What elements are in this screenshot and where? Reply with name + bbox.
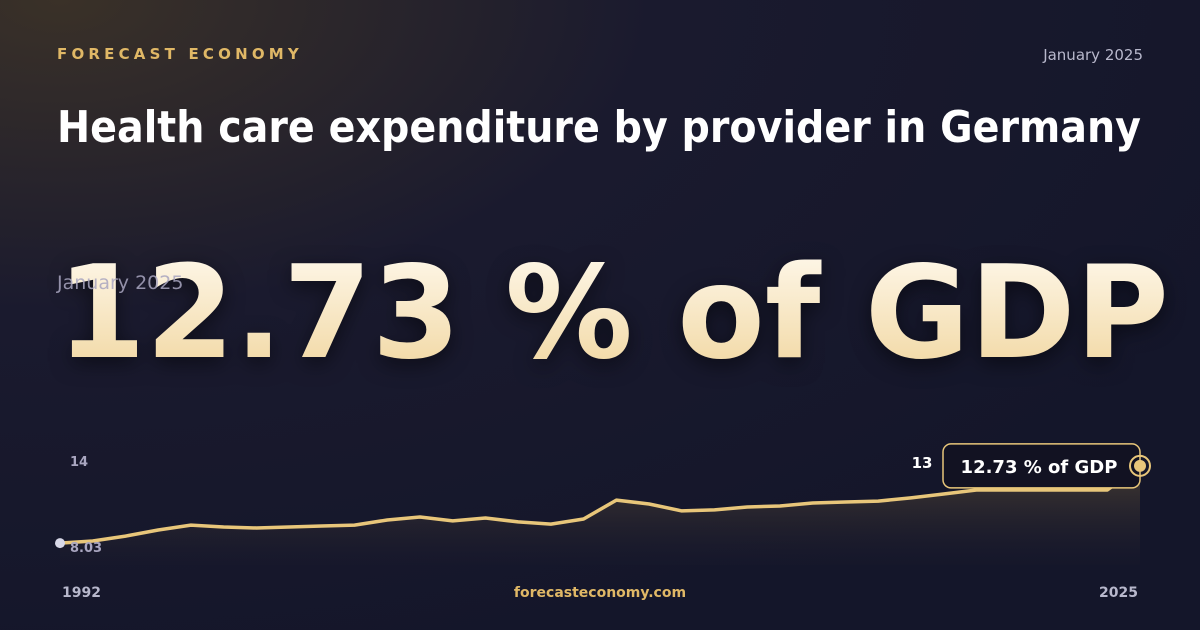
area bbox=[60, 465, 1140, 565]
brand: FORECAST ECONOMY bbox=[57, 45, 303, 63]
end-ring bbox=[1129, 454, 1151, 477]
date: January 2025 bbox=[1042, 46, 1143, 64]
title: Health care expenditure by provider in G… bbox=[57, 102, 1141, 153]
site: forecasteconomy.com bbox=[514, 585, 686, 601]
x-tick-label: 1992 bbox=[62, 585, 101, 601]
sparkline: 1992 2025 14 8.03 12.73 % of GDP 13 bbox=[55, 443, 1151, 601]
start-label: 8.03 bbox=[70, 541, 102, 556]
y-tick-label: 14 bbox=[70, 455, 88, 470]
line bbox=[58, 464, 1142, 545]
end-point bbox=[1134, 459, 1146, 472]
start-point bbox=[55, 538, 65, 549]
annotation: 13 bbox=[912, 454, 933, 472]
callout-label: 12.73 % of GDP bbox=[961, 457, 1118, 478]
x-tick-label: 2025 bbox=[1099, 585, 1138, 601]
headline: 12.73 % of GDP bbox=[57, 239, 1169, 388]
headline-date: January 2025 bbox=[56, 272, 183, 294]
